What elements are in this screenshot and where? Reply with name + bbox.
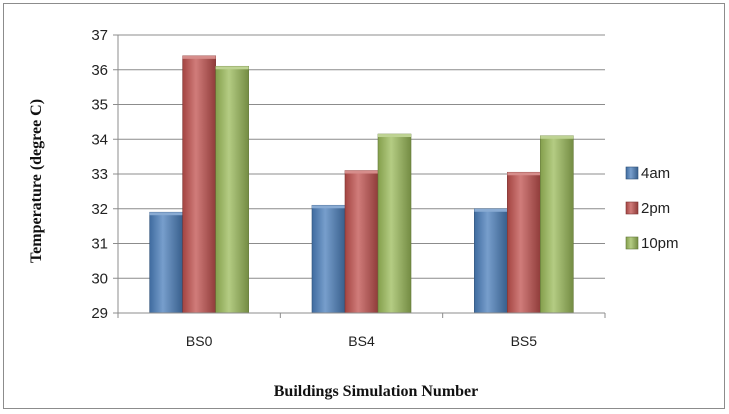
bar-top-highlight [540, 135, 574, 139]
y-tick-label: 32 [91, 201, 108, 218]
legend-label-4am: 4am [641, 165, 670, 182]
x-category-label: BS0 [186, 333, 213, 349]
y-axis-ticks: 29 30 31 32 33 34 35 36 37 [91, 27, 118, 322]
bar-10pm-BS4 [377, 133, 412, 314]
bar-2pm-BS5 [507, 171, 541, 314]
y-tick-label: 34 [91, 131, 108, 148]
bar-top-highlight [345, 170, 378, 174]
bar-2pm-BS0 [182, 55, 216, 314]
bar-4am-BS4 [311, 204, 346, 314]
x-axis-label: Buildings Simulation Number [274, 383, 479, 400]
y-tick-label: 29 [91, 305, 108, 322]
y-tick-label: 35 [91, 97, 108, 114]
legend-swatch-4am [625, 166, 639, 180]
bar-4am-BS0 [149, 211, 183, 314]
y-tick-label: 33 [91, 166, 108, 183]
bars [149, 55, 574, 314]
bar-top-highlight [507, 172, 541, 176]
y-axis-label: Temperature (degree C) [28, 99, 45, 263]
legend-label-2pm: 2pm [641, 200, 670, 217]
bar-top-highlight [312, 205, 345, 209]
bar-top-highlight [149, 212, 183, 216]
y-tick-label: 30 [91, 270, 108, 287]
bar-top-highlight [182, 55, 216, 59]
x-category-label: BS5 [511, 333, 538, 349]
y-tick-label: 37 [91, 27, 108, 44]
legend-swatch-2pm [625, 201, 639, 215]
bar-top-highlight [215, 66, 249, 70]
x-axis [117, 35, 606, 318]
y-tick-label: 31 [91, 236, 108, 253]
legend: 4am 2pm 10pm [625, 165, 679, 252]
y-tick-label: 36 [91, 62, 108, 79]
bar-top-highlight [474, 208, 508, 212]
legend-swatch-10pm [625, 236, 639, 250]
bar-4am-BS5 [474, 208, 508, 314]
bar-2pm-BS4 [344, 170, 379, 314]
legend-label-10pm: 10pm [641, 235, 679, 252]
bar-top-highlight [378, 134, 411, 138]
bar-10pm-BS0 [215, 65, 249, 314]
x-category-label: BS4 [348, 333, 375, 349]
bar-10pm-BS5 [540, 135, 574, 314]
x-axis-categories: BS0 BS4 BS5 [186, 333, 537, 349]
